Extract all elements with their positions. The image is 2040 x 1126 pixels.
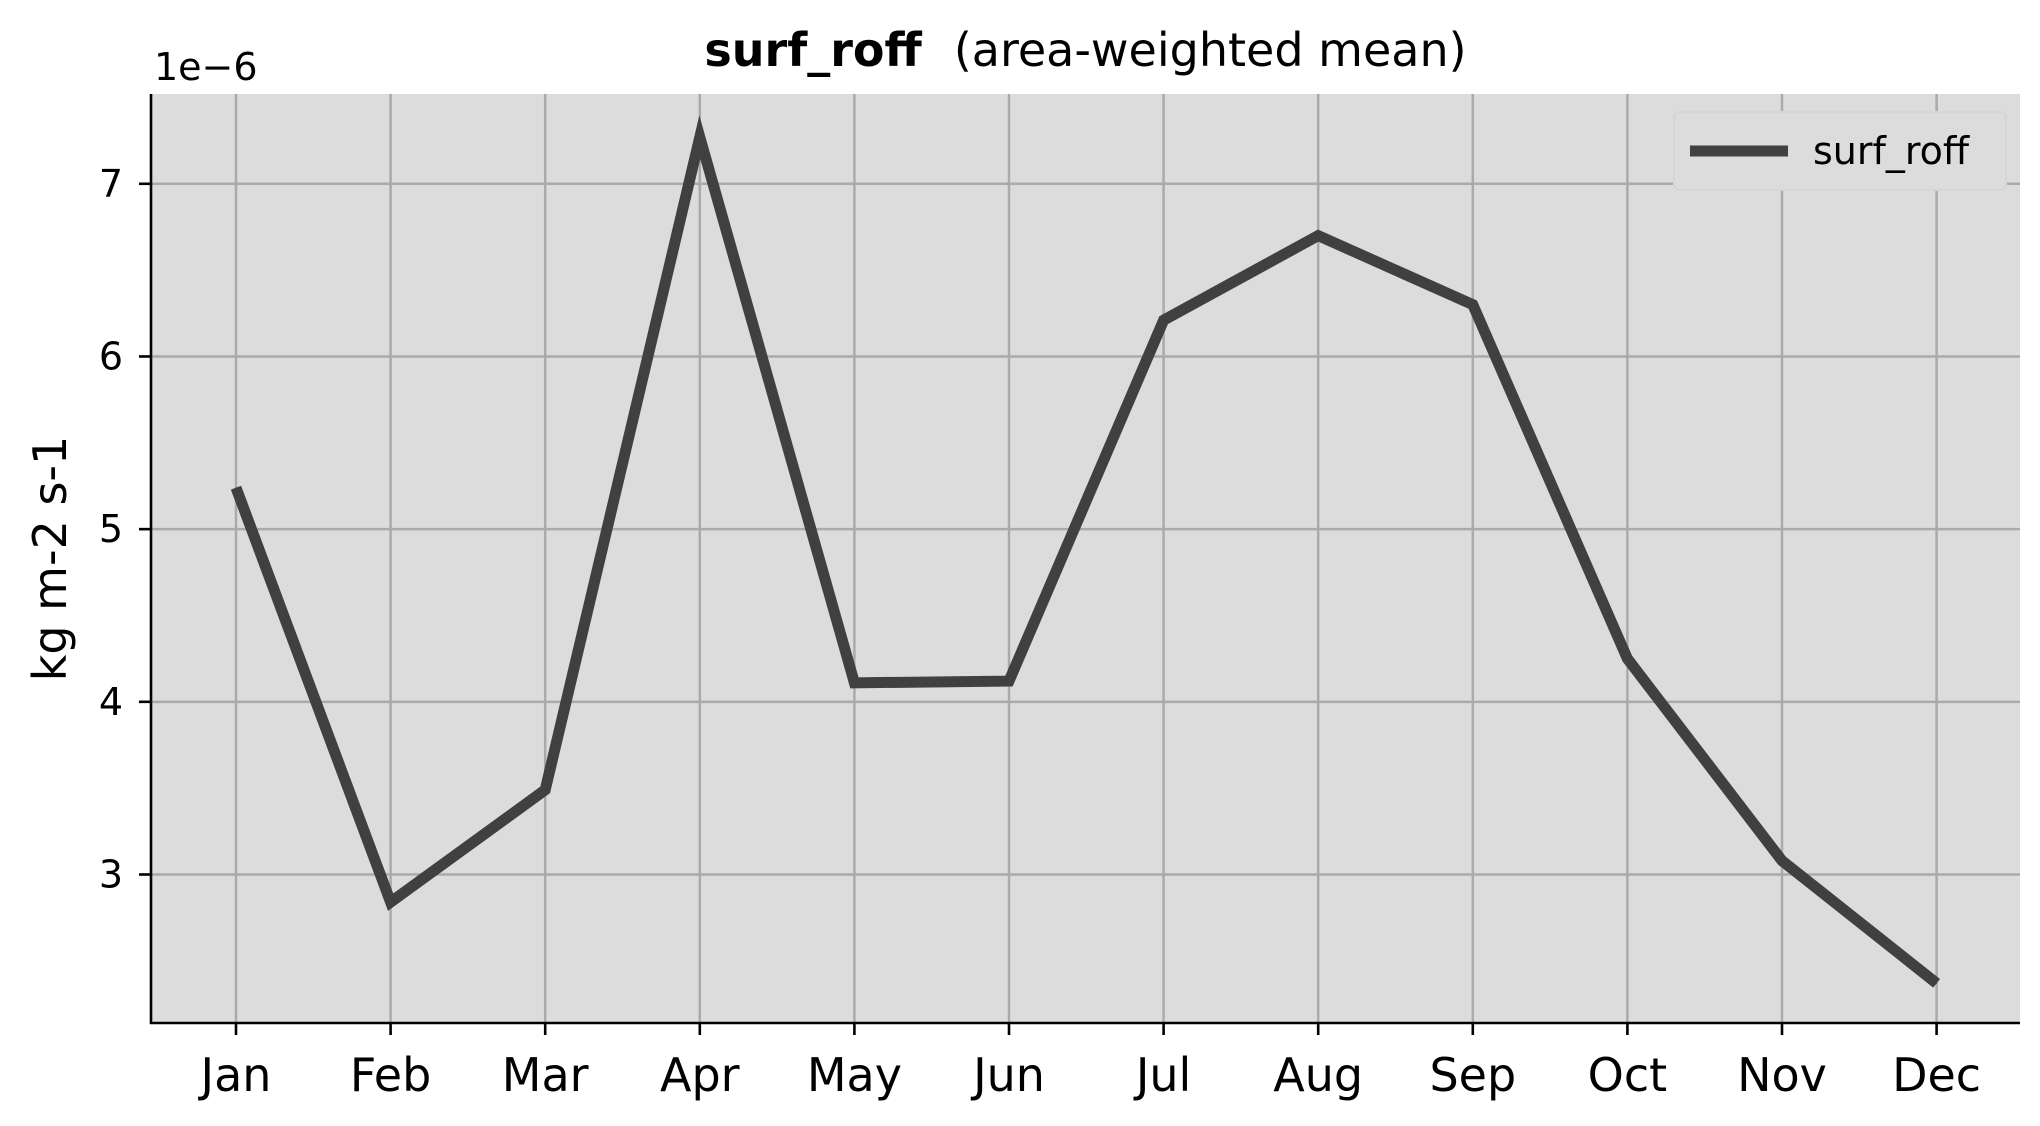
- x-tick-label: Feb: [350, 1048, 431, 1102]
- x-tick-label: Dec: [1892, 1048, 1981, 1102]
- plot-area: [151, 94, 2020, 1023]
- y-tick-label: 6: [99, 334, 123, 378]
- x-tick-label: Apr: [660, 1048, 740, 1102]
- x-tick-label: Jun: [970, 1048, 1045, 1102]
- x-tick-label: Jul: [1133, 1048, 1192, 1102]
- y-tick-label: 4: [99, 680, 123, 724]
- x-tick-label: May: [807, 1048, 902, 1102]
- y-tick-label: 7: [99, 162, 123, 206]
- data-point: [853, 682, 855, 684]
- chart-title-bold: surf_roff: [704, 23, 922, 77]
- ticks: Jan Feb Mar Apr May Jun Jul Aug Sep Oct Nov Dec 3 4 5 6…: [99, 162, 1981, 1102]
- x-tick-label: Mar: [502, 1048, 589, 1102]
- axes: [149, 94, 2020, 1025]
- y-tick-label: 3: [99, 852, 123, 896]
- data-point: [1008, 680, 1010, 682]
- x-tick-label: Aug: [1273, 1048, 1363, 1102]
- chart-title: surf_roff (area-weighted mean): [704, 23, 1466, 77]
- legend: surf_roff: [1673, 111, 2007, 191]
- x-tick-label: Oct: [1588, 1048, 1668, 1102]
- y-axis-offset-label: 1e−6: [154, 45, 258, 89]
- data-point: [1163, 319, 1165, 321]
- chart-title-rest: (area-weighted mean): [954, 23, 1467, 77]
- data-point: [1317, 235, 1319, 237]
- legend-box: [1673, 111, 2007, 191]
- series-line: [230, 115, 1941, 988]
- data-point: [544, 789, 546, 791]
- legend-label: surf_roff: [1813, 129, 1970, 173]
- x-tick-label: Nov: [1737, 1048, 1827, 1102]
- data-point: [699, 136, 701, 138]
- series: [230, 115, 1941, 988]
- grid: [151, 94, 2020, 1023]
- data-point: [1936, 982, 1938, 984]
- y-axis-label: kg m-2 s-1: [23, 436, 77, 682]
- x-tick-label: Jan: [198, 1048, 272, 1102]
- data-point: [390, 901, 392, 903]
- data-point: [235, 487, 237, 489]
- data-point: [1472, 304, 1474, 306]
- data-point: [1626, 658, 1628, 660]
- data-point: [1781, 860, 1783, 862]
- x-tick-label: Sep: [1429, 1048, 1516, 1102]
- y-tick-label: 5: [99, 507, 123, 551]
